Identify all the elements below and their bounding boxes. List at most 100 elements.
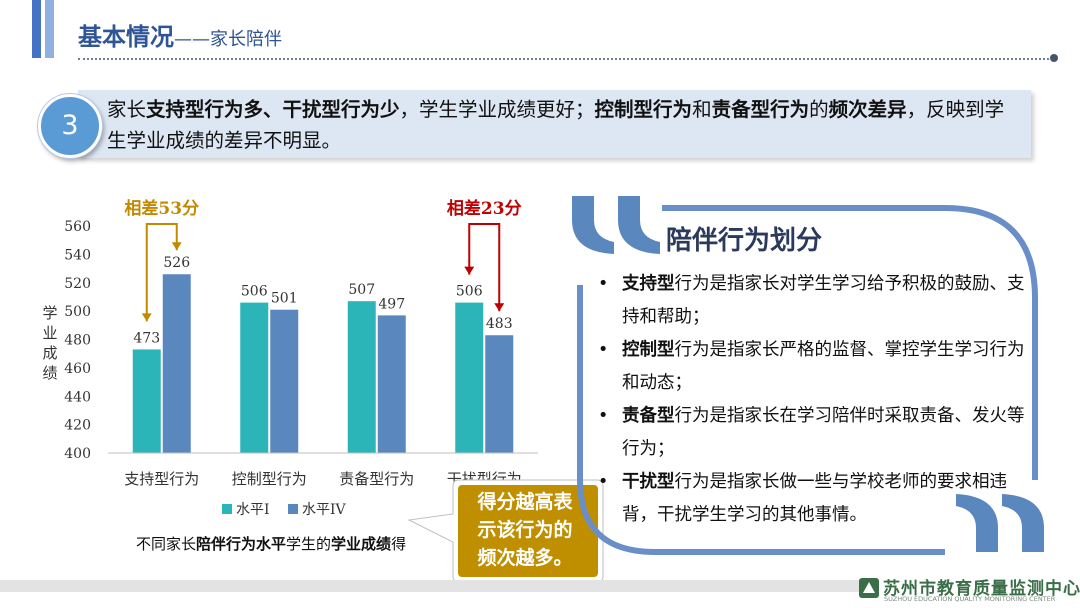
difference-bracket [145,223,178,322]
caption-text-run: 得 [391,535,407,553]
x-category-label: 责备型行为 [339,470,414,488]
legend-label: 水平IV [302,502,347,518]
chart-caption: 不同家长陪伴行为水平学生的学业成绩得 [136,533,406,554]
y-tick-label: 460 [64,361,91,377]
definition-item: 干扰型行为是指家长做一些与学校老师的要求相违背，干扰学生学习的其他事情。 [590,466,1030,532]
behavior-definition-list: 支持型行为是指家长对学生学习给予积极的鼓励、支持和帮助； 控制型行为是指家长严格… [590,268,1030,532]
difference-label: 相差23分 [447,198,522,219]
title-divider [78,58,1053,60]
y-tick-label: 520 [64,276,91,292]
summary-text: 家长支持型行为多、干扰型行为少，学生学业成绩更好；控制型行为和责备型行为的频次差… [107,94,1022,156]
page-title: 基本情况——家长陪伴 [78,17,282,52]
bar [162,274,191,453]
data-label: 483 [486,316,513,332]
bar [485,335,514,453]
definition-text: 行为是指家长在学习陪伴时采取责备、发火等行为； [622,406,1025,459]
y-axis-label: 学业成绩 [42,304,57,382]
footer-band [0,580,860,592]
data-label: 526 [163,255,190,271]
arrow-head-icon [171,242,182,251]
arrow-head-icon [464,266,475,275]
arrow-head-icon [494,303,505,312]
org-name: 苏州市教育质量监测中心 [883,579,1080,599]
bar [132,349,161,453]
summary-text-run: 控制型行为 [594,98,693,121]
header-accent-bar-light [45,0,54,58]
org-logo-icon [859,578,879,598]
definition-text: 行为是指家长严格的监督、掌控学生学习行为和动态； [622,340,1025,393]
data-label: 507 [348,282,375,298]
bar-series [132,274,514,453]
definition-term: 控制型 [622,340,675,360]
definition-term: 责备型 [622,406,675,426]
definition-item: 责备型行为是指家长在学习陪伴时采取责备、发火等行为； [590,400,1030,466]
y-axis-label-char: 学 [42,304,57,322]
bar [240,302,269,453]
caption-text-run: 学业成绩 [331,535,392,553]
y-tick-label: 400 [64,446,91,462]
bar [455,302,484,453]
data-label: 506 [456,284,483,300]
data-label: 497 [378,296,405,312]
open-quote-icon [572,196,660,254]
y-tick-label: 540 [64,247,91,263]
panel-title: 陪伴行为划分 [666,226,823,256]
header-accent-bar [32,0,41,58]
summary-text-run: 的 [809,98,829,121]
caption-text-run: 陪伴行为水平 [196,535,287,553]
callout-line: 频次越多。 [477,547,573,569]
legend-swatch [288,504,298,514]
definition-text: 行为是指家长对学生学习给予积极的鼓励、支持和帮助； [622,274,1025,327]
definition-text: 行为是指家长做一些与学校老师的要求相违背，干扰学生学习的其他事情。 [622,472,1007,525]
summary-text-run: 和 [692,98,712,121]
y-tick-label: 440 [64,389,91,405]
page-title-sub: ——家长陪伴 [174,29,282,50]
org-name-en: SUZHOU EDUCATION QUALITY MONITORING CENT… [884,595,1056,603]
summary-number-badge: 3 [38,94,102,158]
legend-label: 水平I [236,502,270,518]
frame-line-top [662,205,1038,480]
difference-bracket [468,223,501,312]
summary-text-run: ，反映到学生学业成绩的差异不明显。 [107,98,1005,152]
difference-label: 相差53分 [124,198,199,219]
callout-bubble [407,479,604,583]
y-tick-labels: 400 420 440 460 480 500 520 540 560 [64,219,91,462]
x-category-label: 控制型行为 [232,470,307,488]
definition-term: 支持型 [622,274,675,294]
data-label: 501 [271,291,298,307]
summary-text-run: 频次差异 [828,98,907,121]
data-label: 506 [241,284,268,300]
bar [347,301,376,453]
callout-line: 示该行为的 [477,519,573,541]
definition-item: 控制型行为是指家长严格的监督、掌控学生学习行为和动态； [590,334,1030,400]
bar [270,309,299,453]
data-label: 473 [133,330,160,346]
page-title-main: 基本情况 [78,23,174,51]
callout-text: 得分越高表 示该行为的 频次越多。 [455,488,595,572]
caption-text-run: 学生的 [286,535,332,553]
frame-line-bottom [577,285,945,555]
arrow-head-icon [141,313,152,322]
summary-text-run: 家长 [107,98,147,121]
legend-swatch [222,504,232,514]
y-tick-label: 500 [64,304,91,320]
definition-item: 支持型行为是指家长对学生学习给予积极的鼓励、支持和帮助； [590,268,1030,334]
y-axis-label-char: 成 [42,344,57,362]
callout-line: 得分越高表 [477,491,573,513]
bar [377,315,406,453]
y-axis-label-char: 业 [42,324,57,342]
y-tick-label: 420 [64,418,91,434]
summary-banner [78,90,1031,158]
summary-text-run: 支持型行为多、干扰型行为少 [146,98,400,121]
definition-term: 干扰型 [622,472,675,492]
summary-text-run: ，学生学业成绩更好； [399,98,595,121]
y-tick-label: 480 [64,333,91,349]
chart-legend: 水平I 水平IV [222,502,347,518]
y-tick-label: 560 [64,219,91,235]
title-divider-dot [1050,54,1058,62]
summary-text-run: 责备型行为 [711,98,810,121]
caption-text-run: 不同家长 [136,535,197,553]
difference-annotations: 相差53分 相差23分 [124,198,522,322]
